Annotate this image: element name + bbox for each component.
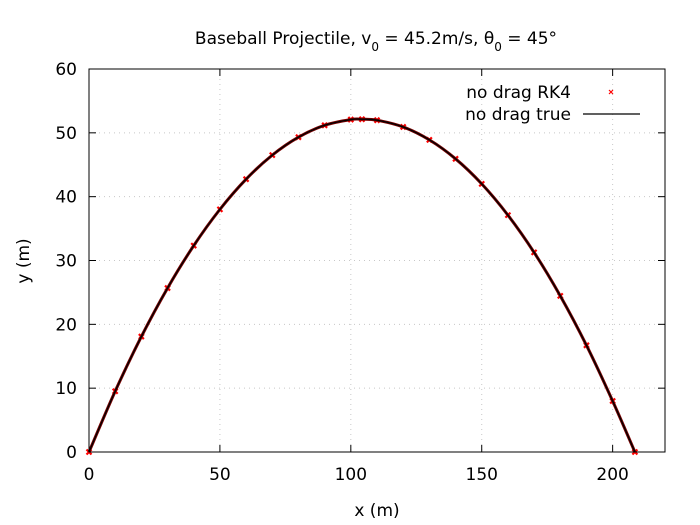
- y-tick-label: 10: [55, 379, 77, 399]
- y-axis-label: y (m): [14, 238, 34, 283]
- x-tick-label: 200: [596, 465, 628, 485]
- y-tick-label: 30: [55, 252, 77, 272]
- y-tick-label: 20: [55, 315, 77, 335]
- x-tick-label: 150: [466, 465, 498, 485]
- y-tick-label: 50: [55, 124, 77, 144]
- chart-title: Baseball Projectile, v0 = 45.2m/s, θ0 = …: [195, 29, 557, 54]
- data-layer: [85, 115, 639, 456]
- axis-ticks: 0 50 100 150 200 0 10 20 30 40 50 60: [55, 60, 665, 485]
- legend-label-true: no drag true: [465, 105, 571, 125]
- x-tick-label: 0: [84, 465, 95, 485]
- x-axis-label: x (m): [354, 501, 399, 521]
- x-tick-label: 100: [335, 465, 367, 485]
- y-tick-label: 0: [66, 443, 77, 463]
- series-true-line: [88, 118, 636, 453]
- x-tick-label: 50: [209, 465, 231, 485]
- y-tick-label: 60: [55, 60, 77, 80]
- y-tick-label: 40: [55, 188, 77, 208]
- legend-label-rk4: no drag RK4: [466, 83, 571, 103]
- legend-marker-rk4: [608, 89, 614, 95]
